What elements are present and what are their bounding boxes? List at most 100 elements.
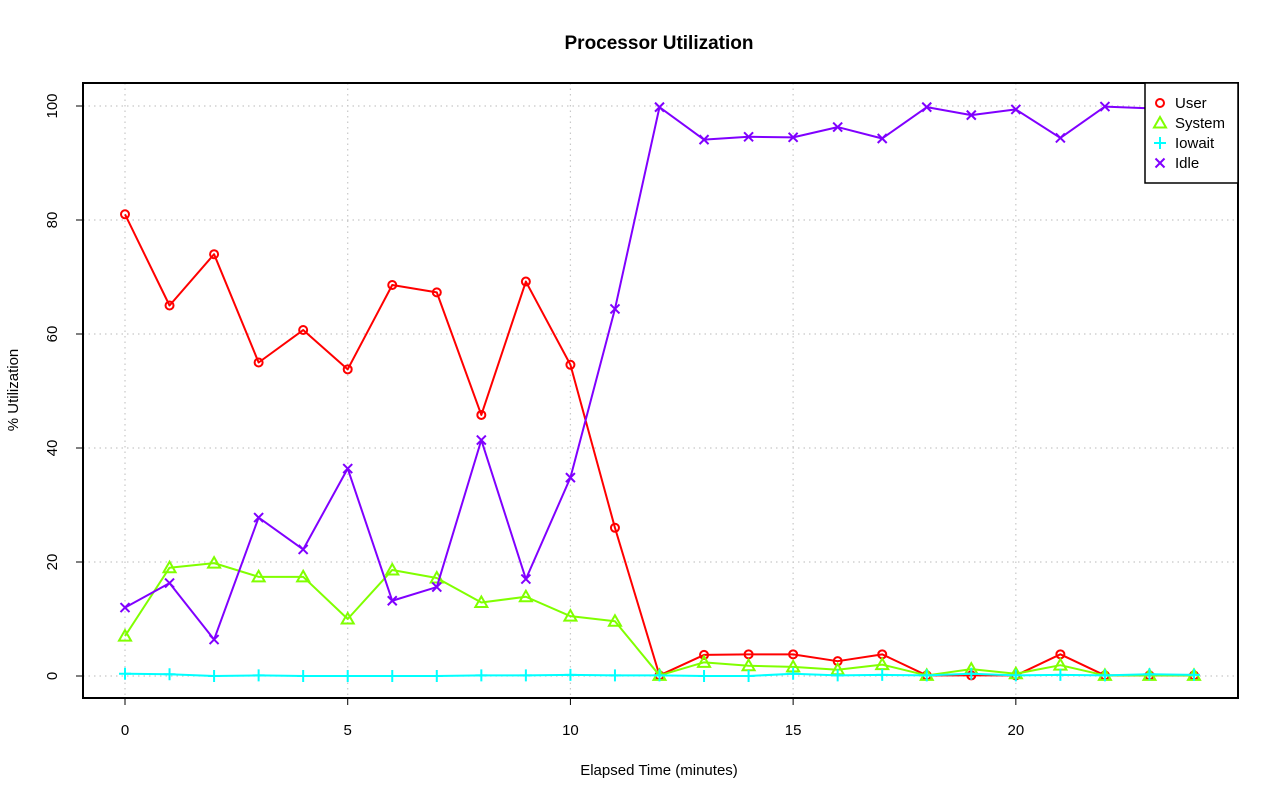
- grid-lines: [83, 83, 1238, 698]
- legend-marker-idle: [1154, 157, 1166, 169]
- data-point-user: [209, 249, 220, 260]
- data-point-iowait: [876, 668, 889, 681]
- data-point-system: [161, 559, 178, 574]
- data-point-system: [607, 613, 623, 627]
- data-point-iowait: [1009, 669, 1022, 682]
- data-point-iowait: [252, 669, 265, 682]
- data-point-user: [164, 300, 175, 311]
- data-point-iowait: [119, 667, 131, 680]
- legend-label-iowait: Iowait: [1175, 135, 1215, 152]
- data-point-idle: [921, 101, 932, 113]
- data-point-idle: [565, 472, 576, 483]
- data-point-user: [788, 649, 799, 660]
- series-idle: [119, 101, 1200, 645]
- data-point-user: [699, 649, 710, 660]
- data-point-system: [696, 654, 712, 668]
- data-point-idle: [342, 463, 353, 474]
- data-point-idle: [387, 595, 398, 606]
- data-point-idle: [966, 109, 977, 121]
- data-point-iowait: [297, 670, 310, 682]
- data-point-iowait: [1054, 668, 1067, 681]
- chart-title: Processor Utilization: [565, 33, 754, 54]
- data-point-idle: [297, 544, 309, 555]
- series-line-user: [124, 213, 1194, 677]
- data-point-system: [295, 568, 311, 583]
- data-point-iowait: [386, 670, 399, 682]
- y-tick-label: 20: [44, 554, 61, 571]
- data-point-idle: [164, 577, 175, 589]
- data-point-idle: [787, 132, 799, 143]
- legend-item-user: User: [1155, 95, 1207, 112]
- data-point-iowait: [742, 670, 755, 682]
- x-axis: 0 5 10 15 20: [121, 698, 1024, 739]
- legend-item-iowait: Iowait: [1154, 135, 1215, 152]
- data-point-idle: [877, 133, 888, 144]
- data-point-iowait: [831, 669, 844, 682]
- x-tick-label: 10: [562, 722, 579, 739]
- data-point-idle: [654, 101, 665, 113]
- legend-label-user: User: [1175, 95, 1207, 112]
- plot-frame: [82, 82, 1239, 699]
- data-point-user: [476, 409, 487, 420]
- data-point-iowait: [698, 670, 711, 682]
- data-point-iowait: [1188, 668, 1200, 681]
- x-tick-label: 15: [785, 722, 802, 739]
- data-point-iowait: [163, 668, 176, 681]
- y-tick-label: 80: [44, 212, 61, 229]
- y-tick-label: 60: [44, 326, 61, 343]
- data-point-idle: [1099, 101, 1111, 112]
- data-point-iowait: [341, 670, 354, 682]
- series-iowait: [119, 667, 1200, 682]
- series-line-system: [124, 562, 1194, 677]
- data-point-idle: [609, 303, 621, 315]
- data-point-iowait: [1098, 669, 1111, 682]
- series-system: [117, 555, 1202, 681]
- y-tick-label: 100: [44, 93, 61, 118]
- data-point-user: [565, 359, 576, 370]
- data-point-idle: [476, 434, 487, 446]
- data-point-iowait: [475, 669, 488, 682]
- y-axis: 0 20 40 60 80 100: [44, 93, 83, 680]
- y-tick-label: 40: [44, 440, 61, 457]
- data-point-idle: [1055, 132, 1066, 144]
- data-point-idle: [832, 121, 843, 133]
- data-point-iowait: [920, 669, 933, 682]
- data-point-iowait: [653, 669, 666, 682]
- legend-item-system: System: [1152, 114, 1225, 132]
- data-point-user: [120, 209, 130, 220]
- data-point-system: [384, 561, 400, 576]
- data-point-iowait: [208, 670, 221, 682]
- legend-label-idle: Idle: [1175, 155, 1199, 172]
- data-point-system: [206, 555, 222, 569]
- data-point-idle: [698, 134, 710, 145]
- series-user: [120, 209, 1199, 681]
- data-point-iowait: [519, 669, 532, 682]
- data-point-iowait: [430, 670, 443, 682]
- data-point-idle: [208, 634, 220, 645]
- data-point-iowait: [787, 667, 800, 680]
- data-point-iowait: [1143, 668, 1156, 681]
- data-point-iowait: [608, 669, 621, 682]
- data-point-user: [342, 364, 353, 375]
- data-point-system: [518, 588, 534, 603]
- data-point-user: [609, 522, 620, 533]
- data-point-user: [253, 357, 264, 368]
- x-tick-label: 5: [344, 722, 352, 739]
- series-layer: [117, 101, 1202, 682]
- data-point-system: [117, 628, 133, 642]
- data-point-user: [298, 325, 309, 336]
- data-point-system: [250, 568, 267, 583]
- legend: User System Iowait Idle: [1144, 82, 1239, 184]
- data-point-idle: [743, 131, 754, 142]
- data-point-user: [387, 279, 398, 290]
- x-tick-label: 20: [1007, 722, 1024, 739]
- data-point-user: [520, 276, 531, 287]
- data-point-idle: [431, 581, 442, 593]
- data-point-system: [473, 594, 490, 608]
- data-point-idle: [119, 602, 131, 613]
- legend-item-idle: Idle: [1154, 155, 1199, 172]
- y-tick-label: 0: [44, 672, 61, 680]
- x-tick-label: 0: [121, 722, 129, 739]
- data-point-idle: [253, 512, 264, 523]
